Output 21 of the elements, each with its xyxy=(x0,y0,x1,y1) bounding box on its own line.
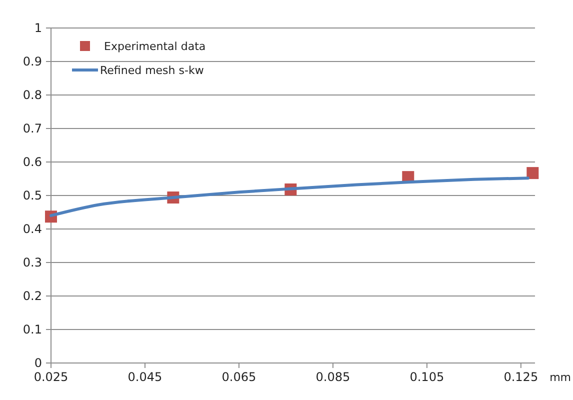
y-tick-label: 0.4 xyxy=(22,222,42,236)
y-tick-label: 0.7 xyxy=(22,122,42,136)
x-tick-label: 0.125 xyxy=(504,370,538,384)
y-tick-label: 1 xyxy=(34,21,42,36)
legend-label: Experimental data xyxy=(104,40,206,53)
point xyxy=(526,167,539,180)
x-tick-label: 0.085 xyxy=(316,370,350,384)
y-tick-label: 0.3 xyxy=(22,256,42,270)
y-tick-label: 0.5 xyxy=(22,188,42,203)
x-tick-label: 0.105 xyxy=(410,370,444,384)
y-tick-label: 0.1 xyxy=(22,322,42,337)
y-tick-label: 0.6 xyxy=(22,155,42,170)
y-tick-label: 0 xyxy=(34,356,42,370)
y-tick-label: 0.8 xyxy=(22,88,42,102)
x-tick-label: 0.045 xyxy=(128,370,162,384)
x-axis-title: mm xyxy=(550,371,571,384)
legend-label: Refined mesh s-kw xyxy=(100,64,204,77)
y-tick-label: 0.9 xyxy=(22,54,42,69)
x-tick-label: 0.025 xyxy=(34,370,68,384)
x-tick-label: 0.065 xyxy=(222,370,256,384)
y-tick-label: 0.2 xyxy=(22,289,42,304)
